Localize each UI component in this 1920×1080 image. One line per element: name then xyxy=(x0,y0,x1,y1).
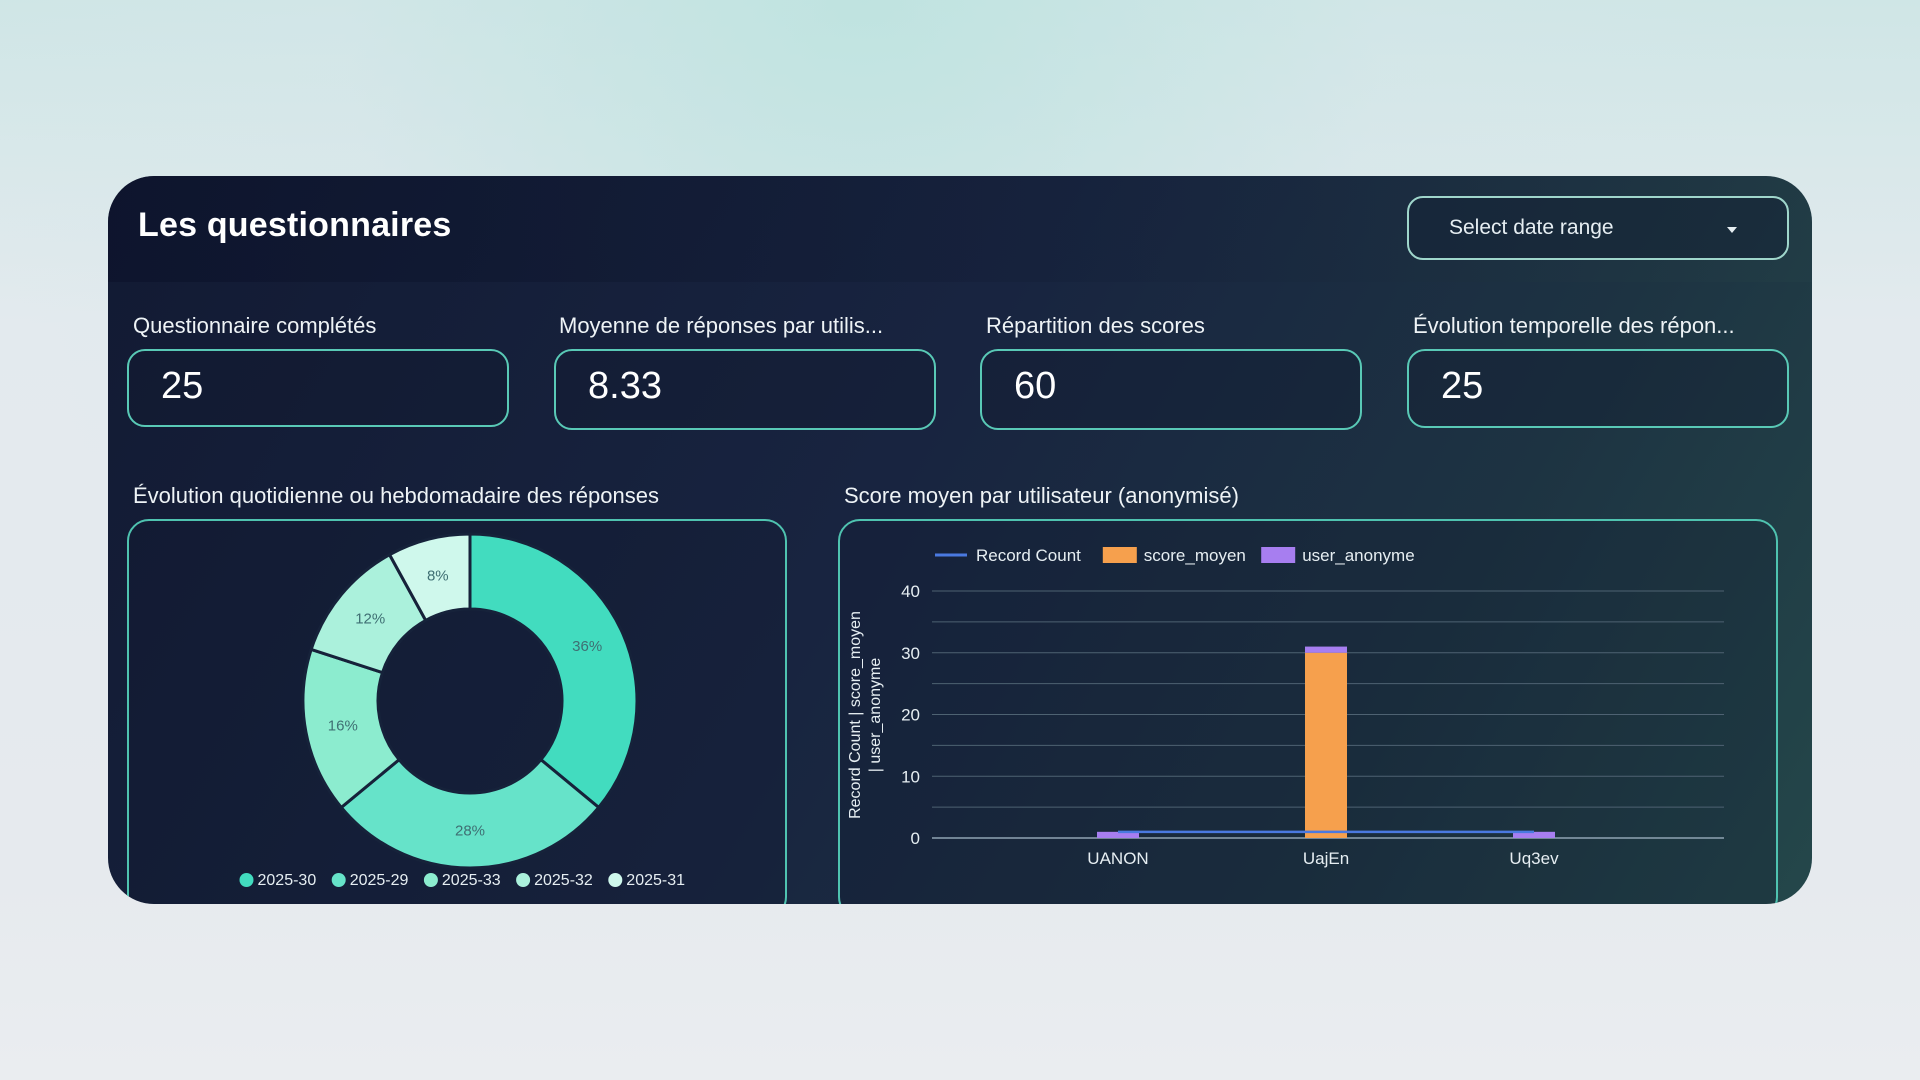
kpi-value-score-distribution: 60 xyxy=(1014,365,1057,407)
kpi-card-temporal-evolution[interactable]: 25 xyxy=(1407,349,1789,428)
legend-item-2025-32[interactable]: 2025-32 xyxy=(534,872,593,889)
dashboard-card: Les questionnaires Select date range Que… xyxy=(108,176,1812,904)
bar-score_moyen-UajEn[interactable] xyxy=(1305,652,1347,838)
legend-swatch-2025-30 xyxy=(239,873,254,887)
page-title: Les questionnaires xyxy=(138,206,452,244)
donut-slice-label: 28% xyxy=(455,823,485,840)
y-tick-label: 20 xyxy=(901,706,920,725)
donut-slice-2025-30[interactable] xyxy=(468,532,639,810)
date-range-select[interactable]: Select date range xyxy=(1407,196,1789,260)
y-axis-label: | user_anonyme xyxy=(867,658,884,773)
legend-swatch-2025-29 xyxy=(331,873,346,887)
kpi-value-avg-responses: 8.33 xyxy=(588,365,662,407)
y-tick-label: 10 xyxy=(901,767,920,786)
legend-item-score_moyen[interactable]: score_moyen xyxy=(1144,546,1246,565)
donut-slice-label: 36% xyxy=(572,638,602,655)
legend-swatch-score_moyen xyxy=(1102,547,1137,563)
date-range-placeholder: Select date range xyxy=(1449,216,1614,239)
donut-chart-panel: 36% 28% 16% 12% 8% 2025-30 2025-29 2025-33 2025-… xyxy=(127,519,787,904)
kpi-card-completed[interactable]: 25 xyxy=(127,349,509,427)
donut-slice-label: 16% xyxy=(328,717,358,734)
kpi-label-temporal-evolution: Évolution temporelle des répon... xyxy=(1413,313,1735,338)
kpi-value-temporal-evolution: 25 xyxy=(1441,365,1484,407)
bar-chart: 0 10 20 30 40 Record Count | score_moyen | use… xyxy=(847,546,1724,868)
legend-item-2025-29[interactable]: 2025-29 xyxy=(350,872,409,889)
kpi-label-avg-responses: Moyenne de réponses par utilis... xyxy=(559,313,884,338)
legend-swatch-2025-31 xyxy=(608,873,623,887)
legend-item-user_anonyme[interactable]: user_anonyme xyxy=(1302,546,1414,565)
legend-item-2025-31[interactable]: 2025-31 xyxy=(626,872,685,889)
donut-slice-label: 12% xyxy=(355,610,385,627)
kpi-card-avg-responses[interactable]: 8.33 xyxy=(554,349,936,430)
kpi-label-score-distribution: Répartition des scores xyxy=(986,313,1205,338)
bar-user_anonyme-Uq3ev[interactable] xyxy=(1513,831,1555,838)
bar-user_anonyme-UANON[interactable] xyxy=(1097,831,1139,838)
donut-chart: 36% 28% 16% 12% 8% 2025-30 2025-29 2025-33 2025-… xyxy=(239,532,685,889)
y-axis-label: Record Count | score_moyen xyxy=(847,611,864,819)
y-tick-label: 40 xyxy=(901,582,920,601)
x-tick-label: UANON xyxy=(1087,849,1148,868)
donut-section-title: Évolution quotidienne ou hebdomadaire de… xyxy=(133,483,659,508)
caret-down-icon xyxy=(1727,227,1737,233)
bar-section-title: Score moyen par utilisateur (anonymisé) xyxy=(844,483,1239,508)
legend-item-2025-33[interactable]: 2025-33 xyxy=(442,872,501,889)
legend-swatch-2025-32 xyxy=(516,873,531,887)
y-tick-label: 0 xyxy=(911,829,920,848)
legend-item-2025-30[interactable]: 2025-30 xyxy=(258,872,317,889)
kpi-card-score-distribution[interactable]: 60 xyxy=(980,349,1362,430)
dashboard-header: Les questionnaires Select date range xyxy=(108,176,1812,282)
legend-swatch-user_anonyme xyxy=(1261,547,1296,563)
donut-slice-2025-31[interactable] xyxy=(387,532,472,623)
legend-swatch-2025-33 xyxy=(423,873,438,887)
x-tick-label: UajEn xyxy=(1303,849,1349,868)
bar-user_anonyme-UajEn[interactable] xyxy=(1305,646,1347,653)
bar-chart-panel: 0 10 20 30 40 Record Count | score_moyen | use… xyxy=(838,519,1778,904)
donut-slice-label: 8% xyxy=(427,568,449,585)
kpi-label-completed: Questionnaire complétés xyxy=(133,313,377,338)
donut-slice-2025-29[interactable] xyxy=(339,757,601,870)
y-tick-label: 30 xyxy=(901,644,920,663)
x-tick-label: Uq3ev xyxy=(1509,849,1559,868)
kpi-value-completed: 25 xyxy=(161,365,204,407)
legend-item-Record-Count[interactable]: Record Count xyxy=(976,546,1081,565)
